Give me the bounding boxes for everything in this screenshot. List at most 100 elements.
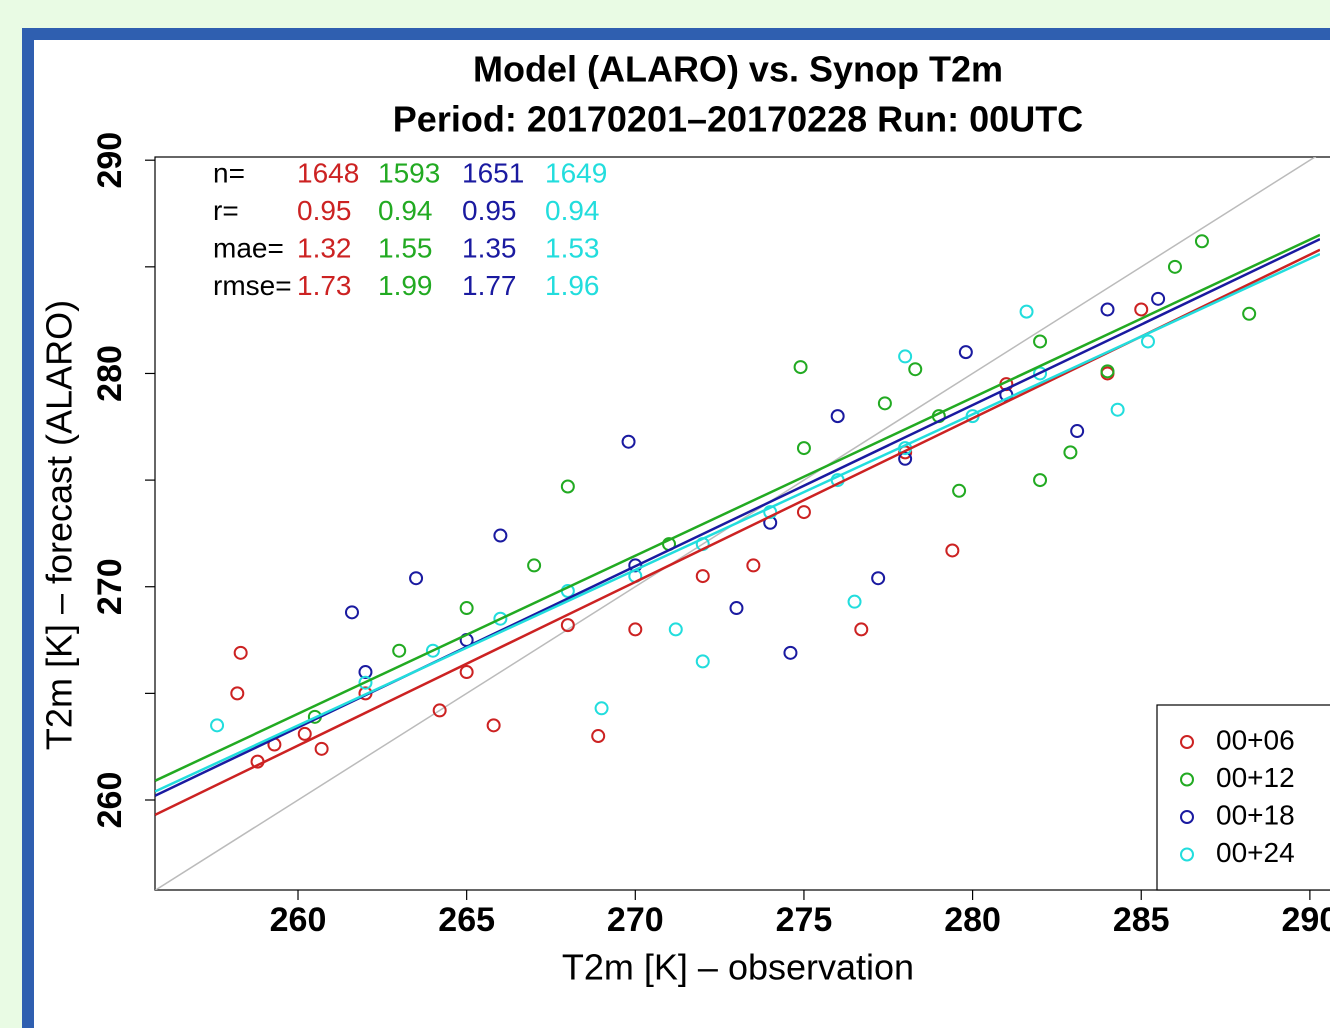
legend-label: 00+06 <box>1216 724 1295 755</box>
point <box>628 622 643 637</box>
stats-value: 1.73 <box>297 270 352 301</box>
y-tick-label: 280 <box>91 345 129 402</box>
point <box>854 622 869 637</box>
stats-value: 1.55 <box>378 232 433 263</box>
legend-marker <box>1180 772 1194 787</box>
x-tick-label: 275 <box>776 901 833 939</box>
point <box>1242 306 1257 321</box>
legend-label: 00+12 <box>1216 762 1295 793</box>
fit-line <box>155 252 1320 793</box>
legend-marker <box>1180 810 1194 824</box>
point <box>594 701 609 716</box>
stats-label: mae= <box>213 232 284 263</box>
point <box>945 543 960 558</box>
x-tick-label: 280 <box>944 901 1001 939</box>
point <box>486 718 501 733</box>
point <box>1140 334 1155 349</box>
point <box>763 505 778 520</box>
point <box>908 362 923 377</box>
stats-label: r= <box>213 195 239 226</box>
chart-subtitle: Period: 20170201–20170228 Run: 00UTC <box>393 99 1083 140</box>
stats-value: 1.35 <box>462 232 517 263</box>
point <box>621 434 636 449</box>
x-tick-label: 270 <box>607 901 664 939</box>
point <box>358 665 373 680</box>
stats-value: 0.95 <box>297 195 352 226</box>
point <box>432 703 447 718</box>
point <box>1100 364 1115 379</box>
point <box>1151 291 1166 306</box>
point <box>796 441 811 456</box>
plot-frame <box>154 156 1330 891</box>
x-axis-title: T2m [K] – observation <box>562 947 914 988</box>
point <box>628 558 643 573</box>
stats-value: 1649 <box>545 157 607 188</box>
legend-label: 00+18 <box>1216 799 1295 830</box>
point <box>527 558 542 573</box>
point <box>1134 302 1149 317</box>
legend-marker <box>1180 847 1194 862</box>
point <box>591 729 606 744</box>
x-tick-label: 290 <box>1282 901 1330 939</box>
point <box>830 409 845 424</box>
point <box>898 451 913 466</box>
stats-value: 1648 <box>297 157 359 188</box>
stats-value: 1651 <box>462 157 524 188</box>
point <box>1033 334 1048 349</box>
point <box>392 643 407 658</box>
point <box>493 611 508 626</box>
point <box>1167 259 1182 274</box>
point <box>1110 402 1125 417</box>
point <box>1100 302 1115 317</box>
stats-label: n= <box>213 157 245 188</box>
point <box>459 665 474 680</box>
point <box>210 718 225 733</box>
point <box>952 483 967 498</box>
plot-area <box>155 157 1320 890</box>
point <box>668 622 683 637</box>
point <box>793 360 808 375</box>
point <box>1033 366 1048 381</box>
stats-value: 1.77 <box>462 270 517 301</box>
point <box>560 479 575 494</box>
y-axis-title: T2m [K] – forecast (ALARO) <box>39 300 80 750</box>
stats-value: 1.53 <box>545 232 600 263</box>
x-tick-label: 285 <box>1113 901 1170 939</box>
point <box>297 726 312 741</box>
stats-value: 1.96 <box>545 270 600 301</box>
point <box>1070 424 1085 439</box>
point <box>230 686 245 701</box>
point <box>783 645 798 660</box>
point <box>560 618 575 633</box>
y-tick-label: 270 <box>91 558 129 615</box>
chart-title: Model (ALARO) vs. Synop T2m <box>473 49 1003 90</box>
y-tick-label: 260 <box>91 772 129 829</box>
point <box>958 345 973 360</box>
legend-marker <box>1180 735 1194 749</box>
point <box>493 528 508 543</box>
legend-label: 00+24 <box>1216 837 1295 868</box>
point <box>459 601 474 616</box>
stats-label: rmse= <box>213 270 292 301</box>
point <box>1063 445 1078 460</box>
point <box>746 558 761 573</box>
point <box>796 505 811 520</box>
point <box>233 645 248 660</box>
point <box>898 349 913 364</box>
stats-value: 0.95 <box>462 195 517 226</box>
point <box>847 594 862 609</box>
stats-value: 1.32 <box>297 232 352 263</box>
point <box>314 741 329 756</box>
point <box>409 571 424 586</box>
point <box>729 601 744 616</box>
stats-value: 1.99 <box>378 270 433 301</box>
point <box>1019 304 1034 319</box>
point <box>344 605 359 620</box>
point <box>1194 234 1209 249</box>
stats-value: 1593 <box>378 157 440 188</box>
point <box>425 643 440 658</box>
stats-value: 0.94 <box>378 195 433 226</box>
point <box>871 571 886 586</box>
